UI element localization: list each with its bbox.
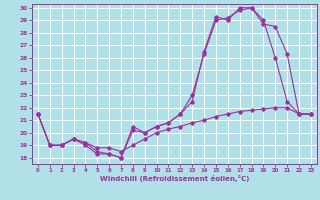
X-axis label: Windchill (Refroidissement éolien,°C): Windchill (Refroidissement éolien,°C)	[100, 175, 249, 182]
